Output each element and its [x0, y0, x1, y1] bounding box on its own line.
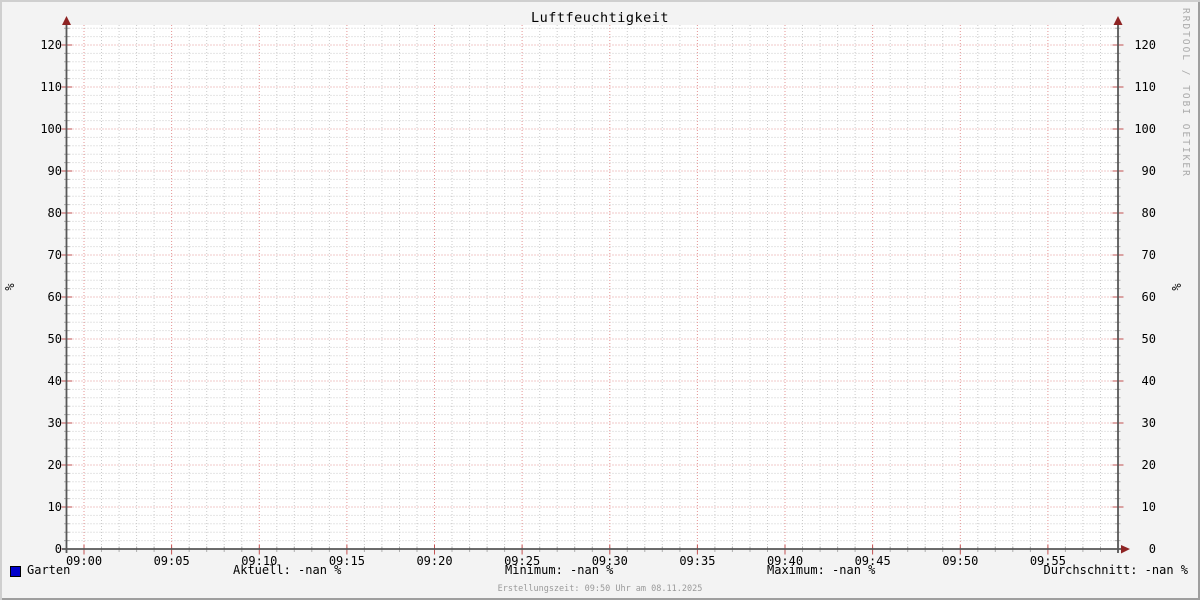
- y-axis-tick-label-right: 10: [1141, 500, 1156, 514]
- x-axis-tick-label: 09:15: [328, 554, 365, 568]
- y-axis-tick-label-left: 80: [47, 206, 62, 220]
- y-axis-tick-label-right: 120: [1134, 38, 1156, 52]
- chart-title: Luftfeuchtigkeit: [530, 10, 670, 26]
- x-axis-tick-label: 09:05: [153, 554, 190, 568]
- x-axis-arrow-icon: [1121, 545, 1130, 554]
- y-axis-tick-label-left: 70: [47, 248, 62, 262]
- y-axis-tick-label-right: 20: [1141, 458, 1156, 472]
- x-axis-tick-label: 09:40: [766, 554, 804, 568]
- y-axis-tick-label-right: 30: [1141, 416, 1156, 430]
- y-axis-tick-label-left: 40: [47, 374, 62, 388]
- legend-stat-maximum: Maximum: -nan %: [767, 563, 876, 577]
- x-axis-tick-label: 09:00: [65, 554, 103, 568]
- y-axis-tick-label-left: 10: [47, 500, 62, 514]
- y-axis-tick-label-right: 80: [1141, 206, 1156, 220]
- y-axis-tick-label-left: 30: [47, 416, 62, 430]
- y-axis-tick-label-right: 40: [1141, 374, 1156, 388]
- y-axis-tick-label-right: 60: [1141, 290, 1156, 304]
- minor-horizontal-gridlines: [66, 27, 1118, 542]
- y-axis-unit-label-right: %: [1169, 283, 1183, 291]
- legend-stat-aktuell: Aktuell: -nan %: [233, 563, 342, 577]
- y-axis-tick-label-left: 110: [40, 80, 62, 94]
- y-axis-tick-label-left: 20: [47, 458, 62, 472]
- y-axis-tick-label-left: 60: [47, 290, 62, 304]
- x-axis-tick-label: 09:45: [854, 554, 891, 568]
- y-axis-tick-label-right: 50: [1141, 332, 1156, 346]
- y-axis-tick-label-right: 90: [1141, 164, 1156, 178]
- x-axis-tick-label: 09:10: [241, 554, 278, 568]
- legend-stat-durchschnitt: Durchschnitt: -nan %: [1043, 563, 1189, 577]
- creation-time-note: Erstellungszeit: 09:50 Uhr am 08.11.2025: [497, 584, 703, 594]
- y-axis-tick-label-left: 50: [47, 332, 62, 346]
- x-axis-tick-label: 09:25: [504, 554, 541, 568]
- x-axis-tick-label: 09:30: [591, 554, 628, 568]
- legend-color-swatch: [10, 566, 21, 577]
- x-axis-tick-label: 09:55: [1029, 554, 1066, 568]
- y-axis-tick-label-left: 120: [40, 38, 62, 52]
- x-axis-tick-label: 09:50: [942, 554, 979, 568]
- left-axis-arrow-icon: [62, 16, 71, 25]
- minor-vertical-gridlines: [101, 25, 1101, 549]
- major-horizontal-gridlines: [66, 44, 1118, 508]
- y-axis-tick-label-left: 0: [54, 542, 62, 556]
- legend-stat-minimum: Minimum: -nan %: [505, 563, 614, 577]
- y-axis-tick-label-right: 110: [1134, 80, 1156, 94]
- y-axis-tick-label-left: 100: [40, 122, 62, 136]
- legend-series-label: Garten: [27, 563, 71, 577]
- y-axis-tick-label-right: 0: [1148, 542, 1156, 556]
- major-vertical-gridlines: [83, 25, 1049, 549]
- y-axis-tick-label-right: 100: [1134, 122, 1156, 136]
- x-axis-tick-label: 09:20: [416, 554, 453, 568]
- x-axis-tick-label: 09:35: [679, 554, 716, 568]
- y-axis-tick-label-right: 70: [1141, 248, 1156, 262]
- rrdtool-watermark: RRDTOOL / TOBI OETIKER: [1180, 8, 1191, 178]
- right-axis-arrow-icon: [1113, 16, 1123, 25]
- y-axis-tick-label-left: 90: [47, 164, 62, 178]
- axis-lines: [62, 24, 1121, 553]
